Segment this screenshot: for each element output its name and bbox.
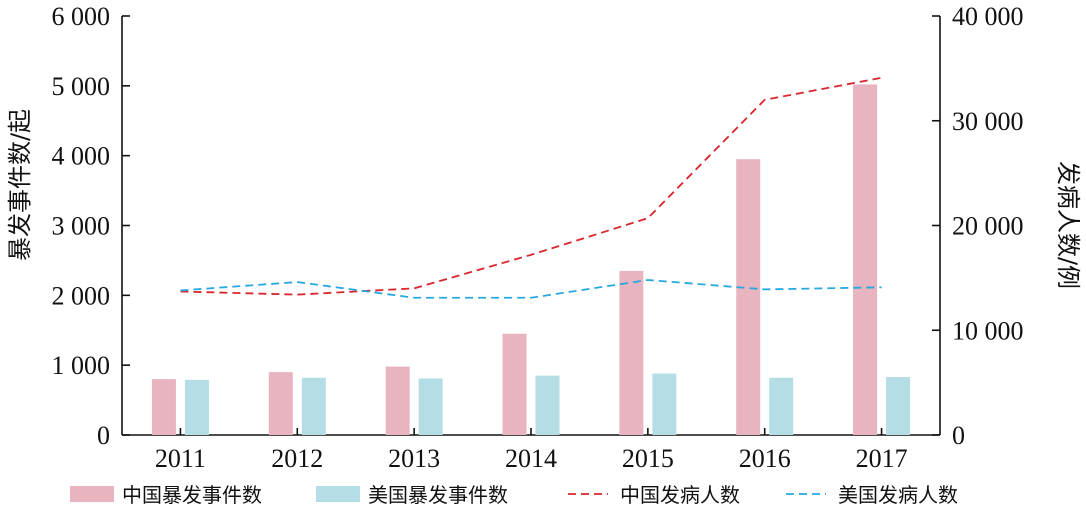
legend-us-outbreaks-swatch [316, 486, 360, 502]
left-tick-label: 3 000 [52, 212, 111, 241]
china-bar-2014 [502, 333, 527, 435]
right-tick-label: 30 000 [952, 107, 1024, 136]
lines [180, 76, 882, 299]
legend-us-outbreaks-label: 美国暴发事件数 [368, 483, 508, 507]
us-bar-2017 [886, 377, 911, 435]
x-tick-label: 2015 [622, 444, 674, 473]
x-tick-label: 2012 [271, 444, 323, 473]
left-tick-label: 4 000 [52, 142, 111, 171]
us-cases-line [180, 279, 882, 299]
china-bar-2017 [853, 84, 878, 435]
ticks: 0 1 000 2 000 3 000 4 000 5 000 6 000 0 10 000 20… [52, 2, 1024, 473]
us-bar-2016 [769, 377, 794, 435]
right-tick-label: 10 000 [952, 316, 1024, 345]
left-tick-label: 0 [97, 421, 110, 450]
us-bar-2013 [418, 378, 443, 435]
x-tick-label: 2011 [155, 444, 206, 473]
left-tick-label: 1 000 [52, 351, 111, 380]
axes [121, 16, 941, 436]
china-bar-2012 [268, 372, 293, 435]
x-tick-label: 2017 [856, 444, 908, 473]
left-tick-label: 2 000 [52, 281, 111, 310]
legend-china-outbreaks-label: 中国暴发事件数 [122, 483, 262, 507]
china-bar-2016 [736, 159, 761, 436]
left-axis-title: 暴发事件数/起 [6, 109, 34, 261]
legend: 中国暴发事件数 美国暴发事件数 中国发病人数 美国发病人数 [70, 483, 958, 507]
china-bar-2015 [619, 270, 644, 435]
right-tick-label: 20 000 [952, 212, 1024, 241]
bars [151, 84, 911, 436]
us-bar-2011 [184, 379, 209, 435]
legend-china-outbreaks-swatch [70, 486, 114, 502]
x-tick-label: 2013 [388, 444, 440, 473]
china-bar-2013 [385, 366, 410, 435]
legend-us-cases-label: 美国发病人数 [838, 483, 958, 507]
right-axis-title: 发病人数/例 [1054, 161, 1082, 289]
right-tick-label: 0 [952, 421, 965, 450]
china-bar-2011 [151, 379, 176, 435]
us-bar-2014 [535, 375, 560, 435]
left-tick-label: 6 000 [52, 2, 111, 31]
x-tick-label: 2014 [505, 444, 557, 473]
legend-china-cases-label: 中国发病人数 [620, 483, 740, 507]
us-bar-2012 [301, 377, 326, 435]
us-bar-2015 [652, 373, 677, 435]
x-tick-label: 2016 [739, 444, 791, 473]
left-tick-label: 5 000 [52, 72, 111, 101]
right-tick-label: 40 000 [952, 2, 1024, 31]
china-cases-line [180, 76, 882, 296]
